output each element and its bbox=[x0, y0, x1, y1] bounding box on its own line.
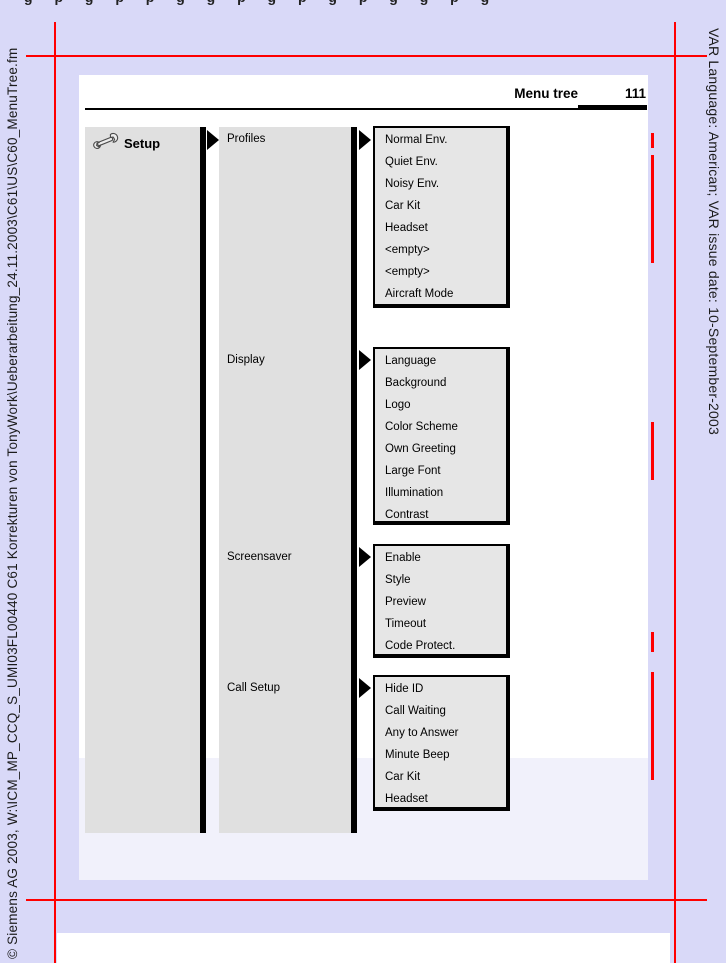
submenu-label-display: Display bbox=[227, 354, 265, 366]
submenu-box-profiles: Normal Env. Quiet Env. Noisy Env. Car Ki… bbox=[373, 126, 510, 308]
page-title: Menu tree bbox=[514, 86, 578, 101]
arrow-right-icon bbox=[207, 130, 219, 150]
menu-item: Preview bbox=[385, 596, 426, 608]
menu-item: Code Protect. bbox=[385, 640, 456, 652]
arrow-right-icon bbox=[359, 130, 371, 150]
menu-item: Normal Env. bbox=[385, 134, 448, 146]
revision-bar bbox=[651, 155, 654, 263]
menu-item: Color Scheme bbox=[385, 421, 458, 433]
revision-bar bbox=[651, 133, 654, 148]
menu-item: Aircraft Mode bbox=[385, 288, 454, 300]
arrow-right-icon bbox=[359, 350, 371, 370]
column-divider-bar bbox=[351, 127, 357, 833]
revision-bar bbox=[651, 672, 654, 780]
crop-mark-right bbox=[674, 22, 676, 963]
next-page-edge bbox=[57, 933, 670, 963]
menu-item: Headset bbox=[385, 222, 428, 234]
menu-item: Minute Beep bbox=[385, 749, 450, 761]
menu-column-submenus bbox=[219, 127, 351, 833]
clipped-text-top: g p g p p g g p g p g p g g p g bbox=[24, 0, 624, 7]
menu-item: Noisy Env. bbox=[385, 178, 440, 190]
menu-item: Quiet Env. bbox=[385, 156, 438, 168]
crop-mark-bottom bbox=[26, 899, 707, 901]
column-divider-bar bbox=[200, 127, 206, 833]
right-margin-version-text: VAR Language: American; VAR issue date: … bbox=[706, 28, 722, 436]
menu-item: <empty> bbox=[385, 266, 430, 278]
submenu-label-profiles: Profiles bbox=[227, 133, 266, 145]
submenu-box-display: Language Background Logo Color Scheme Ow… bbox=[373, 347, 510, 525]
menu-item: Contrast bbox=[385, 509, 429, 521]
arrow-right-icon bbox=[359, 678, 371, 698]
revision-bar bbox=[651, 632, 654, 652]
crop-mark-left bbox=[54, 22, 56, 963]
submenu-label-call-setup: Call Setup bbox=[227, 682, 281, 694]
menu-item: Large Font bbox=[385, 465, 441, 477]
header-rule-thick bbox=[578, 105, 647, 110]
menu-item: Car Kit bbox=[385, 771, 421, 783]
arrow-right-icon bbox=[359, 547, 371, 567]
page: Menu tree 111 Setup Profiles Dis bbox=[79, 75, 648, 880]
menu-item: <empty> bbox=[385, 244, 430, 256]
menu-item: Illumination bbox=[385, 487, 444, 499]
header-rule-thin bbox=[85, 108, 578, 110]
menu-item: Car Kit bbox=[385, 200, 421, 212]
menu-item: Headset bbox=[385, 793, 428, 805]
page-number: 111 bbox=[624, 86, 646, 101]
menu-item: Any to Answer bbox=[385, 727, 459, 739]
revision-bar bbox=[651, 422, 654, 480]
menu-item: Enable bbox=[385, 552, 421, 564]
left-margin-copyright-text: © Siemens AG 2003, W:\ICM_MP_CCQ_S_UMI03… bbox=[5, 47, 20, 959]
menu-item: Call Waiting bbox=[385, 705, 446, 717]
menu-item: Style bbox=[385, 574, 411, 586]
menu-item: Logo bbox=[385, 399, 411, 411]
wrench-icon bbox=[93, 131, 119, 156]
submenu-label-screensaver: Screensaver bbox=[227, 551, 292, 563]
menu-item: Background bbox=[385, 377, 447, 389]
menu-item: Own Greeting bbox=[385, 443, 456, 455]
menu-root-setup: Setup bbox=[93, 131, 160, 156]
menu-item: Hide ID bbox=[385, 683, 424, 695]
menu-column-root bbox=[85, 127, 200, 833]
menu-item: Language bbox=[385, 355, 437, 367]
submenu-box-call-setup: Hide ID Call Waiting Any to Answer Minut… bbox=[373, 675, 510, 811]
submenu-box-screensaver: Enable Style Preview Timeout Code Protec… bbox=[373, 544, 510, 658]
menu-item: Timeout bbox=[385, 618, 427, 630]
crop-mark-top bbox=[26, 55, 707, 57]
menu-root-label: Setup bbox=[124, 136, 161, 151]
clipped-text-fragment: g p g p p g g p g p g p g g p g bbox=[24, 0, 624, 5]
